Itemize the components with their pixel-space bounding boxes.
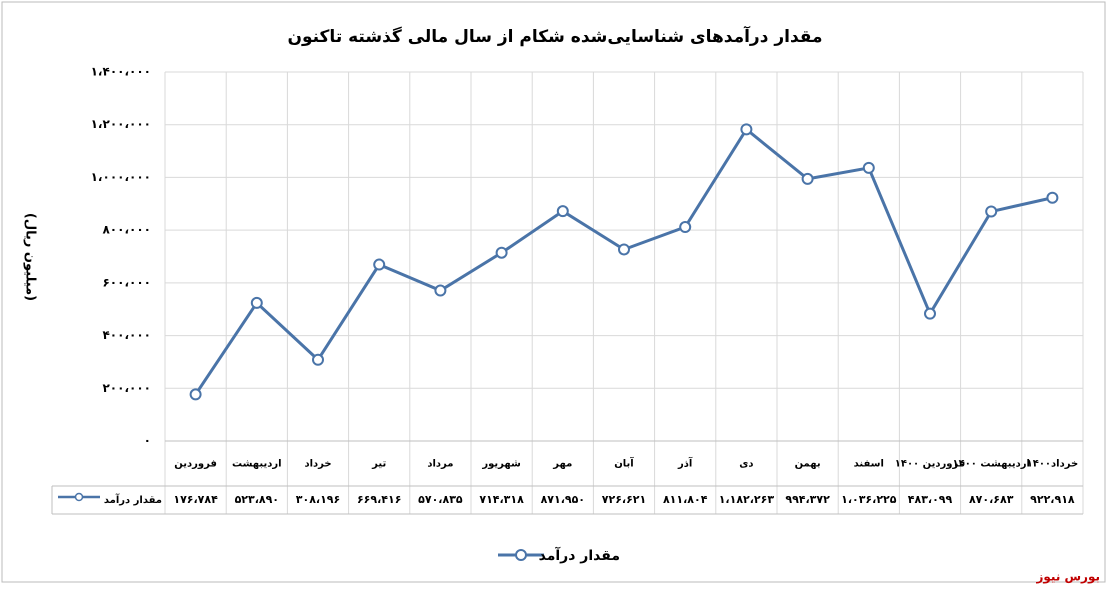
y-tick-label: ۱،۴۰۰،۰۰۰ — [91, 65, 151, 79]
data-point — [250, 296, 263, 309]
table-value: ۶۶۹،۴۱۶ — [357, 493, 401, 506]
data-point — [679, 221, 692, 234]
x-tick-label: فروردین — [174, 459, 217, 470]
data-point — [801, 172, 814, 185]
chart-title: مقدار درآمدهای شناسایی‌شده شکام از سال م… — [287, 25, 822, 47]
table-value: ۱۷۶،۷۸۴ — [173, 493, 218, 506]
x-tick-label: آذر — [677, 457, 693, 470]
legend-key-marker — [74, 492, 84, 502]
table-value: ۵۷۰،۸۳۵ — [418, 493, 463, 506]
data-point — [556, 205, 569, 218]
data-point — [924, 307, 936, 320]
table-value: ۷۱۴،۳۱۸ — [479, 493, 524, 506]
y-tick-label: ۱،۲۰۰،۰۰۰ — [91, 117, 151, 131]
table-value: ۸۷۱،۹۵۰ — [541, 493, 585, 506]
data-point — [862, 161, 875, 174]
table-value: ۹۹۴،۳۷۲ — [785, 493, 830, 506]
table-value: ۱،۱۸۲،۲۶۳ — [719, 493, 775, 506]
y-tick-label: ۲۰۰،۰۰۰ — [102, 381, 151, 395]
x-tick-label: آبان — [614, 457, 634, 470]
table-value: ۸۷۰،۶۸۳ — [969, 493, 1014, 506]
x-tick-label: اردیبهشت — [232, 459, 282, 470]
source: بورس نیوز — [1035, 570, 1100, 585]
table-value: ۵۲۳،۸۹۰ — [235, 493, 279, 506]
y-tick-label: ۰ — [144, 434, 151, 448]
x-tick-label: بهمن — [795, 459, 821, 470]
y-tick-label: ۴۰۰،۰۰۰ — [102, 328, 151, 342]
x-tick-label: تیر — [371, 459, 386, 470]
table-value: ۴۸۳،۰۹۹ — [908, 493, 953, 506]
plot-area — [165, 72, 1083, 441]
table-value: ۷۲۶،۶۲۱ — [602, 493, 646, 506]
y-tick-label: ۶۰۰،۰۰۰ — [102, 275, 151, 289]
table-row-header: مقدار درآمد — [104, 493, 162, 506]
x-tick-label: شهریور — [481, 459, 521, 470]
table-value: ۱،۰۳۶،۲۲۵ — [841, 493, 897, 506]
y-tick-label: ۱،۰۰۰،۰۰۰ — [91, 170, 151, 184]
data-point — [189, 388, 202, 401]
data-point — [1046, 191, 1059, 204]
y-axis-title: (میلیون ریال) — [23, 213, 38, 301]
x-tick-label: مهر — [552, 459, 572, 470]
table-value: ۹۲۲،۹۱۸ — [1030, 493, 1075, 506]
x-tick-label: اردیبهشت ۱۴۰۰ — [952, 459, 1029, 470]
x-tick-label: مرداد — [427, 459, 453, 470]
legend-key-marker — [515, 549, 527, 561]
table-value: ۸۱۱،۸۰۴ — [663, 493, 708, 506]
data-point — [618, 243, 630, 256]
x-tick-label: اسفند — [854, 459, 884, 470]
x-tick-label: خرداد — [304, 459, 331, 470]
data-point — [495, 246, 508, 259]
data-point — [740, 123, 753, 136]
x-tick-label: فروردین ۱۴۰۰ — [895, 459, 966, 470]
y-tick-label: ۸۰۰،۰۰۰ — [102, 223, 151, 237]
data-point — [985, 205, 998, 218]
x-tick-label: دی — [739, 459, 753, 470]
x-tick-label: خرداد۱۴۰۰ — [1027, 459, 1079, 470]
data-point — [434, 284, 447, 297]
data-point — [373, 258, 386, 271]
legend-label: مقدار درآمد — [539, 546, 620, 564]
data-point — [312, 353, 324, 366]
table-value: ۳۰۸،۱۹۶ — [296, 493, 340, 506]
